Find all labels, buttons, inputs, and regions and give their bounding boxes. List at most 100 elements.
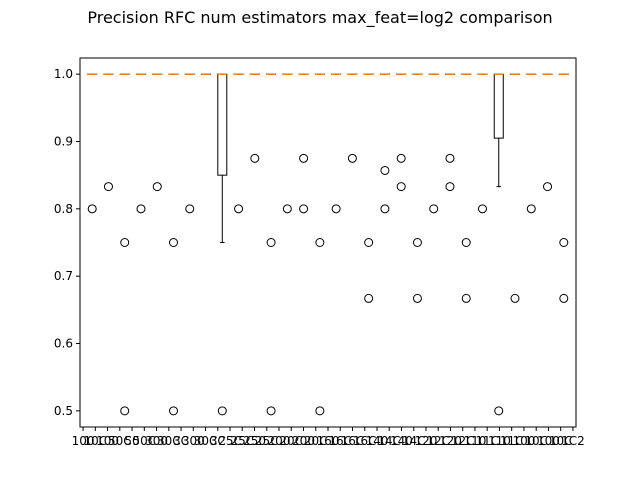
outlier-point [331, 204, 341, 214]
box-group [87, 73, 98, 214]
x-tick-label: 12C [426, 434, 450, 448]
outlier-point [299, 204, 309, 214]
outlier-point [396, 182, 406, 192]
outlier-point [510, 293, 520, 303]
box-group [493, 73, 504, 416]
box-group [249, 73, 260, 163]
outlier-point [234, 204, 244, 214]
x-tick-label: 100 [512, 434, 535, 448]
x-tick-label: 30C [157, 434, 181, 448]
outlier-point [87, 204, 97, 214]
outlier-point [266, 238, 276, 247]
outlier-point [266, 406, 276, 416]
outlier-point [364, 238, 374, 247]
x-tick-label: 10C [83, 434, 107, 448]
x-tick-label: 250 [243, 434, 266, 448]
outlier-point [169, 406, 179, 416]
outlier-point [136, 204, 146, 214]
x-tick-label: 25C [230, 434, 254, 448]
outlier-point [364, 293, 374, 303]
x-tick-label: 120 [439, 434, 462, 448]
outlier-point [380, 204, 390, 214]
outlier-point [461, 238, 471, 247]
x-tick-label: 14C [402, 434, 426, 448]
outlier-point [217, 406, 227, 416]
x-tick-label: 16C [341, 434, 365, 448]
x-tick-label: 16C [328, 434, 352, 448]
outlier-point [315, 238, 325, 247]
x-tick-label: 16C [353, 434, 377, 448]
y-tick-label: 1.0 [54, 67, 73, 81]
x-tick-label: 20C [304, 434, 328, 448]
axes-frame [79, 57, 577, 428]
outlier-point [185, 204, 195, 214]
x-tick-label: 120 [415, 434, 438, 448]
y-tick-label: 0.9 [54, 134, 73, 148]
box-group [266, 73, 277, 416]
outlier-point [559, 293, 569, 303]
x-tick-label: 11C [500, 434, 524, 448]
x-tick-label: 300 [145, 434, 168, 448]
x-tick-label: 160 [317, 434, 340, 448]
outlier-point [477, 204, 487, 214]
x-tick-label: 50C [108, 434, 132, 448]
outlier-point [299, 153, 309, 163]
outlier-point [169, 238, 179, 247]
x-axis: 10010C10050C5050C30030C3C30030C3C25C25C2… [72, 427, 585, 448]
y-tick-label: 0.6 [54, 337, 73, 351]
box-group [119, 73, 130, 416]
box-group [347, 73, 358, 163]
x-tick-label: 140 [366, 434, 389, 448]
outlier-point [445, 153, 455, 163]
x-tick-label: 25C [255, 434, 279, 448]
chart-title: Precision RFC num estimators max_feat=lo… [87, 8, 553, 27]
box-group [103, 73, 114, 192]
outlier-point [412, 293, 422, 303]
y-axis: 0.5 0.6 0.7 0.8 0.9 1.0 [54, 67, 80, 418]
box-group [510, 73, 521, 303]
box-group [379, 73, 390, 214]
box-group [558, 73, 569, 303]
box-group [233, 73, 244, 214]
box-iqr [217, 73, 228, 176]
box-group [428, 73, 439, 214]
outlier-point [412, 238, 422, 247]
x-tick-label: 110 [488, 434, 511, 448]
x-tick-label: 3C [210, 434, 226, 448]
y-tick-label: 0.8 [54, 202, 73, 216]
outlier-point [429, 204, 439, 214]
box-group [152, 73, 163, 192]
outlier-point [120, 406, 130, 416]
box-group [331, 73, 342, 214]
x-tick-label: 1C2 [561, 434, 585, 448]
outlier-point [559, 238, 569, 247]
outlier-point [250, 153, 260, 163]
x-tick-label: 100 [72, 434, 95, 448]
plot-area [87, 73, 569, 416]
x-tick-label: 30C [194, 434, 218, 448]
x-tick-label: 140 [390, 434, 413, 448]
outlier-point [282, 204, 292, 214]
outlier-point [152, 182, 162, 192]
box-iqr [493, 73, 504, 139]
box-group [542, 73, 553, 192]
outlier-point [120, 238, 130, 247]
x-tick-label: 200 [292, 434, 315, 448]
x-tick-label: 10C [524, 434, 548, 448]
x-tick-label: 200 [268, 434, 291, 448]
box-group [314, 73, 325, 416]
x-tick-label: 25C [218, 434, 242, 448]
x-tick-label: 14C [377, 434, 401, 448]
box-group [396, 73, 407, 192]
outlier-point [347, 153, 357, 163]
outlier-point [396, 153, 406, 163]
x-tick-label: 20C [279, 434, 303, 448]
outlier-point [543, 182, 553, 192]
x-tick-label: 50C [132, 434, 156, 448]
box-group [412, 73, 423, 303]
outlier-point [445, 182, 455, 192]
x-tick-label: 11C [475, 434, 499, 448]
outlier-point [494, 406, 504, 416]
box-group [526, 73, 537, 214]
